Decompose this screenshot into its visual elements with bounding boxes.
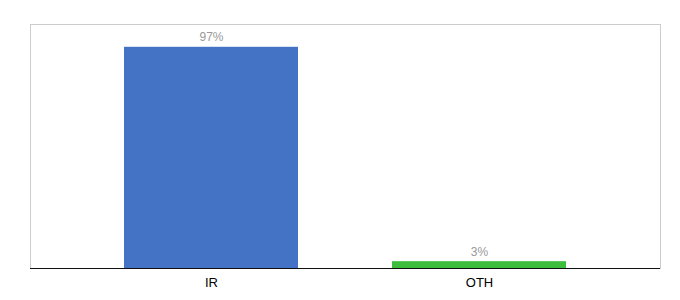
svg-text:OTH: OTH (466, 275, 493, 290)
svg-text:IR: IR (205, 275, 218, 290)
svg-text:97%: 97% (199, 30, 223, 44)
svg-text:3%: 3% (471, 245, 489, 259)
